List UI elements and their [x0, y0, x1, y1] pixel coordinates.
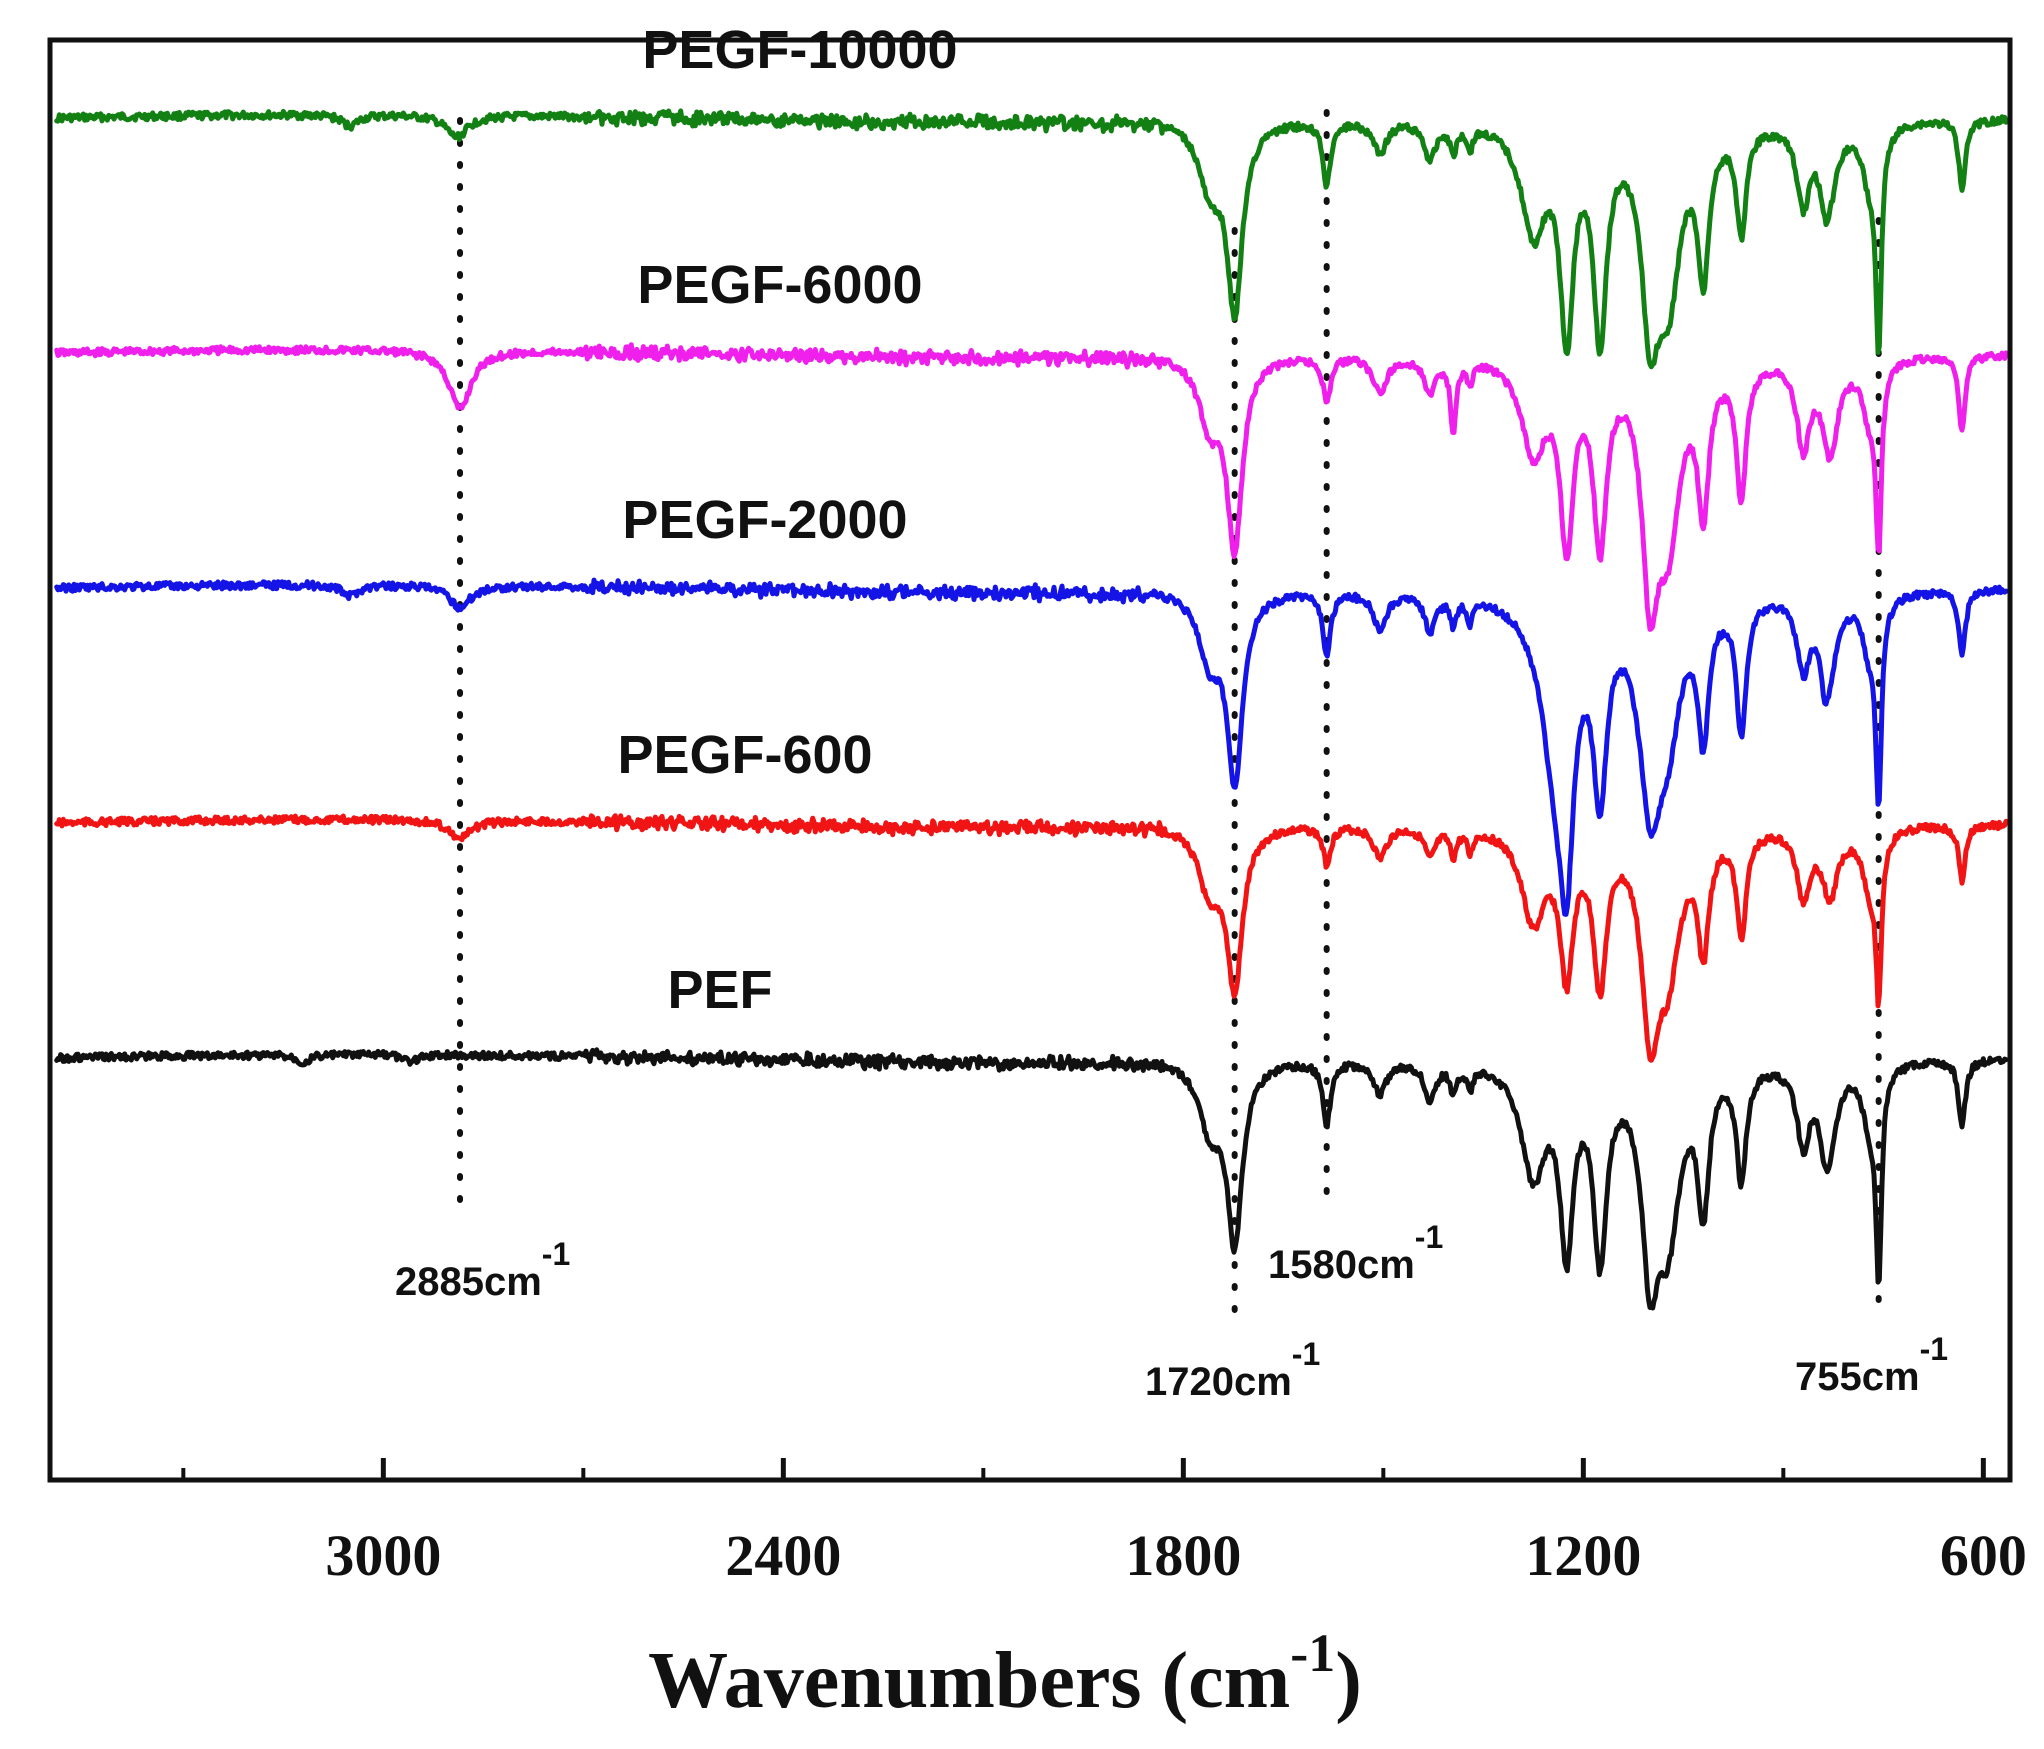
peak-annotation-text: 1720cm — [1145, 1360, 1292, 1404]
peak-annotation: 1580cm-1 — [1268, 1219, 1443, 1287]
x-axis-label: Wavenumbers (cm-1) — [648, 1623, 1362, 1725]
x-axis-label-text: Wavenumbers (cm — [648, 1637, 1290, 1725]
series-label: PEGF-10000 — [642, 20, 957, 80]
x-tick-label: 600 — [1940, 1523, 2027, 1588]
x-tick-label: 1800 — [1125, 1523, 1241, 1588]
peak-annotation-sup: -1 — [1292, 1336, 1320, 1372]
x-axis-label-sup: -1 — [1290, 1623, 1335, 1683]
x-axis-label-close: ) — [1335, 1637, 1362, 1725]
series-label: PEF — [667, 960, 772, 1020]
x-tick-label: 3000 — [325, 1523, 441, 1588]
series-line-pegf-6000 — [54, 342, 2009, 632]
peak-annotation-sup: -1 — [1920, 1331, 1948, 1367]
peak-annotation-text: 755cm — [1795, 1355, 1920, 1399]
peak-annotation-text: 2885cm — [395, 1260, 542, 1304]
series-line-pegf-2000 — [54, 577, 2009, 917]
peak-annotation-sup: -1 — [542, 1236, 570, 1272]
peak-annotation: 755cm-1 — [1795, 1331, 1948, 1399]
series-line-pegf-600 — [54, 813, 2009, 1063]
peak-annotation-text: 1580cm — [1268, 1243, 1415, 1287]
peak-annotation: 2885cm-1 — [395, 1236, 570, 1304]
x-tick-label: 1200 — [1525, 1523, 1641, 1588]
peak-annotation-sup: -1 — [1415, 1219, 1443, 1255]
series-label: PEGF-600 — [617, 725, 872, 785]
plot-frame — [47, 37, 2013, 1483]
series-label: PEGF-2000 — [622, 490, 907, 550]
series-label: PEGF-6000 — [637, 255, 922, 315]
series-line-pegf-10000 — [54, 108, 2009, 370]
x-tick-label: 2400 — [725, 1523, 841, 1588]
series-line-pef — [54, 1047, 2009, 1311]
peak-annotation: 1720cm-1 — [1145, 1336, 1320, 1404]
